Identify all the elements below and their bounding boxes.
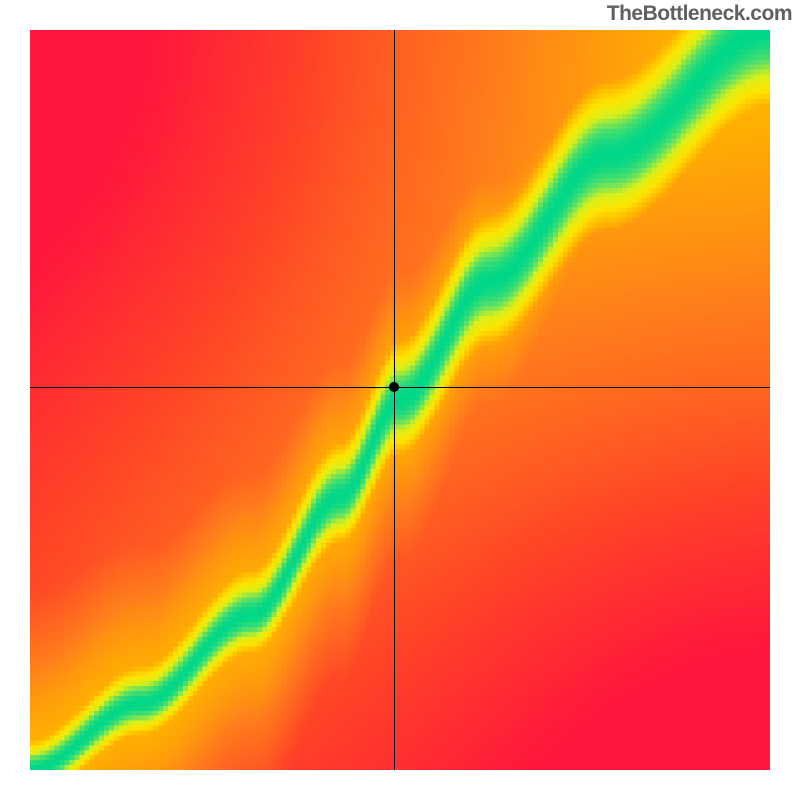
watermark: TheBottleneck.com — [607, 2, 792, 26]
crosshair-vertical — [394, 30, 395, 770]
bottleneck-heatmap — [30, 30, 770, 770]
crosshair-horizontal — [30, 387, 770, 388]
heatmap-canvas — [30, 30, 770, 770]
selection-marker[interactable] — [389, 382, 399, 392]
